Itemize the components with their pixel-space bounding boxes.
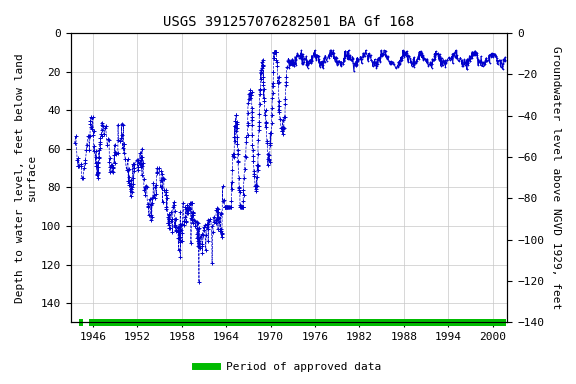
Legend: Period of approved data: Period of approved data bbox=[191, 358, 385, 377]
Y-axis label: Groundwater level above NGVD 1929, feet: Groundwater level above NGVD 1929, feet bbox=[551, 46, 561, 309]
Title: USGS 391257076282501 BA Gf 168: USGS 391257076282501 BA Gf 168 bbox=[164, 15, 415, 29]
Bar bbox=[89, 319, 506, 326]
Y-axis label: Depth to water level, feet below land
surface: Depth to water level, feet below land su… bbox=[15, 53, 37, 303]
Bar bbox=[79, 319, 84, 326]
